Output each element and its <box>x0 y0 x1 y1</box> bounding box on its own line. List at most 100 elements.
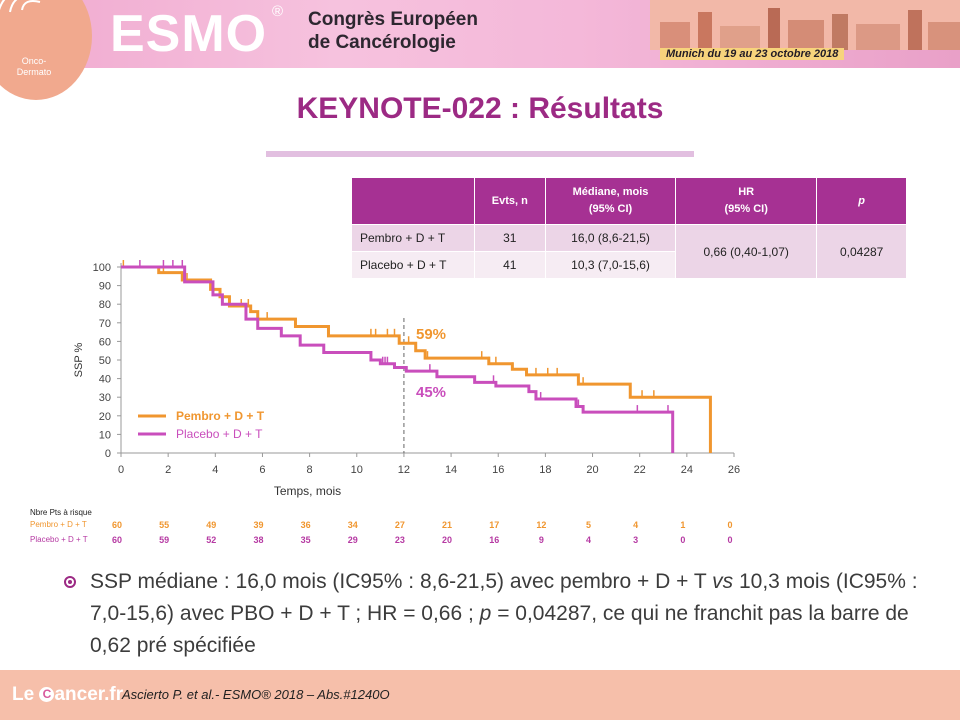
y-tick-label: 70 <box>99 318 111 330</box>
x-tick-label: 24 <box>681 464 693 476</box>
at-risk-value: 55 <box>159 520 170 530</box>
table-cell-events: 41 <box>473 251 547 279</box>
slide-title: KEYNOTE-022 : Résultats <box>296 92 664 125</box>
table-cell-arm: Pembro + D + T <box>351 224 475 252</box>
x-tick-label: 26 <box>728 464 740 476</box>
x-tick-label: 0 <box>118 464 124 476</box>
at-risk-value: 60 <box>111 520 122 530</box>
at-risk-value: 49 <box>206 520 217 530</box>
table-header-p: p <box>816 177 907 225</box>
table-row: Placebo + D + T 41 10,3 (7,0-15,6) <box>351 251 907 279</box>
reference-text: Ascierto P. et al.- ESMO® 2018 – Abs.#12… <box>122 687 390 702</box>
logo-part-2: ancer.fr <box>54 684 124 705</box>
at-risk-value: 34 <box>347 520 358 530</box>
registered-mark: ® <box>272 3 284 20</box>
at-risk-value: 9 <box>538 535 544 545</box>
table-header-row: Evts, n Médiane, mois (95% CI) HR (95% C… <box>351 177 907 225</box>
at-risk-row-label: Placebo + D + T <box>30 535 88 544</box>
at-risk-value: 23 <box>394 535 405 545</box>
y-tick-label: 100 <box>93 262 111 274</box>
at-risk-value: 5 <box>586 520 592 530</box>
at-risk-value: 21 <box>442 520 453 530</box>
x-tick-label: 22 <box>634 464 646 476</box>
x-axis-title: Temps, mois <box>274 484 341 498</box>
legend-label: Pembro + D + T <box>176 409 265 423</box>
logo-part-o: C <box>39 687 55 703</box>
at-risk-value: 3 <box>633 535 639 545</box>
x-tick-label: 20 <box>586 464 598 476</box>
x-tick-label: 16 <box>492 464 504 476</box>
y-tick-label: 80 <box>99 299 111 311</box>
annotation-pembro: 59% <box>416 326 446 343</box>
summary-text-3: = 0,04287, ce qui ne franchit pas la bar… <box>90 602 909 657</box>
legend-label: Placebo + D + T <box>176 427 263 441</box>
series-line-placebo <box>121 265 675 453</box>
at-risk-value: 52 <box>206 535 217 545</box>
y-axis-title: SSP % <box>73 342 85 377</box>
y-tick-label: 30 <box>99 392 111 404</box>
at-risk-value: 20 <box>442 535 453 545</box>
x-tick-label: 4 <box>212 464 218 476</box>
at-risk-value: 38 <box>253 535 264 545</box>
table-header-hr: HR (95% CI) <box>675 177 818 225</box>
summary-vs: vs <box>712 570 734 593</box>
congress-line1: Congrès Européen <box>308 9 478 30</box>
annotation-placebo: 45% <box>416 384 446 401</box>
congress-name: Congrès Européen de Cancérologie <box>308 8 478 54</box>
table-row: Pembro + D + T 31 16,0 (8,6-21,5) 0,66 (… <box>351 224 907 279</box>
y-tick-label: 50 <box>99 355 111 367</box>
at-risk-value: 0 <box>680 535 686 545</box>
results-table: Evts, n Médiane, mois (95% CI) HR (95% C… <box>351 177 907 279</box>
summary-text-1: SSP médiane : 16,0 mois (IC95% : 8,6-21,… <box>90 570 713 593</box>
at-risk-value: 60 <box>111 535 122 545</box>
at-risk-value: 1 <box>680 520 686 530</box>
x-tick-label: 10 <box>351 464 363 476</box>
at-risk-value: 0 <box>727 535 733 545</box>
footer-bar <box>0 670 960 720</box>
series-line-pembro <box>121 265 712 453</box>
at-risk-value: 59 <box>159 535 170 545</box>
x-tick-label: 18 <box>539 464 551 476</box>
at-risk-value: 27 <box>394 520 405 530</box>
congress-line2: de Cancérologie <box>308 32 456 53</box>
table-cell-median: 10,3 (7,0-15,6) <box>544 251 677 279</box>
table-cell-median: 16,0 (8,6-21,5) <box>544 224 677 252</box>
table-cell-arm: Placebo + D + T <box>351 251 475 279</box>
congress-dates: Munich du 19 au 23 octobre 2018 <box>660 48 845 60</box>
city-skyline-image <box>650 0 960 50</box>
bullet-icon <box>64 576 76 588</box>
y-tick-label: 0 <box>105 448 111 460</box>
at-risk-value: 4 <box>633 520 639 530</box>
x-tick-label: 6 <box>259 464 265 476</box>
at-risk-value: 0 <box>727 520 733 530</box>
at-risk-value: 16 <box>489 535 500 545</box>
esmo-logo: ESMO <box>110 5 268 63</box>
logo-caption-line2: Dermato <box>16 67 52 77</box>
at-risk-row-label: Pembro + D + T <box>30 520 87 529</box>
x-tick-label: 12 <box>398 464 410 476</box>
x-tick-label: 14 <box>445 464 457 476</box>
logo-caption: Onco- Dermato <box>14 56 54 78</box>
table-cell-p: 0,04287 <box>816 224 907 279</box>
at-risk-value: 29 <box>347 535 358 545</box>
title-underline <box>266 151 694 157</box>
at-risk-value: 4 <box>586 535 592 545</box>
at-risk-value: 36 <box>300 520 311 530</box>
x-tick-label: 8 <box>307 464 313 476</box>
logo-part-1: Le <box>12 684 40 705</box>
logo-caption-line1: Onco- <box>21 56 47 66</box>
summary-text-2: 10,3 mois (IC95% : 7,0-15,6) avec PBO + … <box>90 570 918 625</box>
table-cell-events: 31 <box>473 224 547 252</box>
y-tick-label: 60 <box>99 336 111 348</box>
summary-bullet: SSP médiane : 16,0 mois (IC95% : 8,6-21,… <box>90 566 930 662</box>
table-header-median: Médiane, mois (95% CI) <box>544 177 677 225</box>
hair-icon <box>0 0 41 13</box>
at-risk-value: 35 <box>300 535 311 545</box>
summary-p: p <box>479 602 492 625</box>
at-risk-title: Nbre Pts à risque <box>30 508 92 517</box>
at-risk-value: 17 <box>489 520 500 530</box>
x-tick-label: 2 <box>165 464 171 476</box>
table-header-events: Evts, n <box>473 177 547 225</box>
y-tick-label: 90 <box>99 281 111 293</box>
